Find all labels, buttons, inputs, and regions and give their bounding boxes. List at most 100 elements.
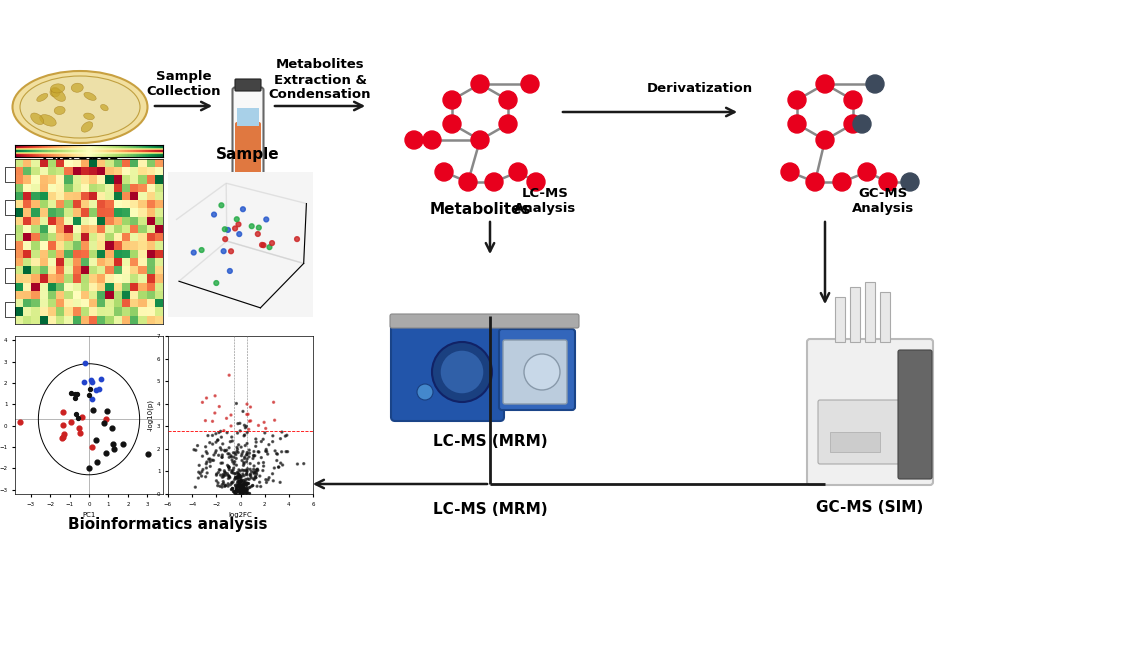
Point [231,426,249,436]
Circle shape [423,131,441,149]
Y-axis label: -log10(p): -log10(p) [147,399,154,431]
Point [214,476,232,487]
Point [221,473,239,483]
Point [234,486,252,496]
Point [236,486,254,496]
Point [222,436,240,447]
Ellipse shape [36,93,48,101]
FancyBboxPatch shape [391,323,504,421]
Point [233,483,251,494]
Point [224,486,242,496]
Point [227,453,245,464]
Point [211,470,230,481]
Point [238,479,256,490]
Point [251,471,269,481]
Point [206,448,224,458]
Point [219,473,238,484]
Ellipse shape [31,113,44,124]
Point [242,466,260,477]
Point [205,455,223,465]
Point [236,476,254,487]
Point [216,446,234,456]
Point [252,436,270,447]
Point [228,467,247,477]
Point [241,469,259,480]
Point [226,483,244,494]
Point [231,489,249,499]
Point [227,485,245,496]
Point [209,435,227,446]
Point [197,471,215,482]
FancyBboxPatch shape [808,339,933,485]
Point [241,488,259,498]
Point [214,469,232,480]
Point [233,481,251,491]
Point [232,482,250,493]
Circle shape [499,115,517,133]
Point [79,463,97,473]
Circle shape [485,173,503,191]
Circle shape [440,350,484,394]
Point [238,487,256,497]
Point [211,465,230,475]
Point [210,401,228,412]
Point [239,449,257,459]
Point [219,461,238,472]
Point [230,465,248,475]
Point [232,489,250,499]
Point [244,473,262,484]
Point [225,474,243,485]
Point [268,449,286,459]
Point [210,427,228,438]
Point [235,465,253,476]
Point [242,473,260,483]
Ellipse shape [51,89,66,101]
Point [231,465,249,476]
Point [247,434,265,444]
Point [218,468,236,479]
Point [221,442,239,453]
Point [219,471,238,481]
Point [233,448,251,459]
Point [216,480,234,491]
Point [227,399,245,409]
Point [193,464,211,475]
Point [215,478,233,489]
Point [226,483,244,494]
Point [235,477,253,488]
Point [256,417,274,428]
Point [233,471,251,481]
Ellipse shape [20,76,140,138]
Point [239,473,257,484]
Point [228,485,247,495]
Point [236,479,254,489]
Point [221,452,239,463]
Circle shape [435,163,454,181]
Point [223,477,241,488]
Point [235,486,253,496]
Ellipse shape [54,107,66,115]
X-axis label: log2FC: log2FC [228,512,252,518]
Point [198,393,216,403]
Point [266,446,284,456]
Point [235,430,253,441]
Point [223,432,241,442]
Point [236,487,254,498]
Point [216,445,234,455]
Point [208,481,226,491]
Point [244,453,262,464]
Point [72,412,90,422]
Point [264,436,282,447]
Point [231,477,249,488]
Point [138,449,156,459]
Text: Derivatization: Derivatization [647,83,753,95]
Point [193,397,211,408]
Point [236,469,254,480]
Point [245,474,264,485]
Point [236,465,254,475]
Circle shape [521,75,539,93]
Point [95,418,113,429]
Point [207,446,225,456]
Point [259,475,277,485]
FancyBboxPatch shape [390,314,579,328]
